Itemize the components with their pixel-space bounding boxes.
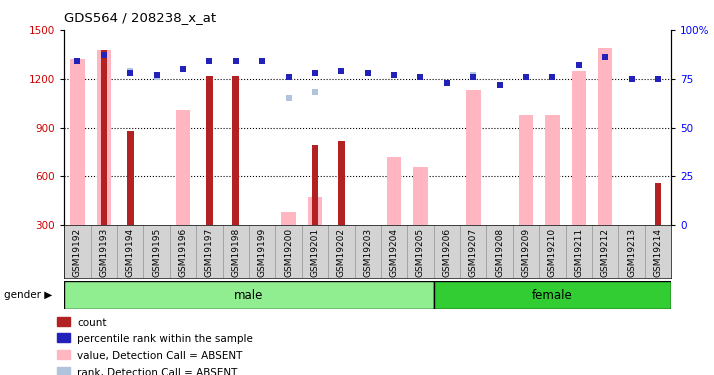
Point [283,74,294,80]
Bar [338,141,345,225]
Bar [413,166,428,225]
Bar [57,366,70,375]
Text: female: female [532,289,573,302]
Bar [308,197,322,225]
Bar [466,90,481,225]
Point [547,74,558,80]
Text: GSM19201: GSM19201 [311,228,319,277]
Text: GSM19213: GSM19213 [627,228,636,277]
Text: GSM19199: GSM19199 [258,228,266,277]
Bar [101,50,107,225]
Text: GDS564 / 208238_x_at: GDS564 / 208238_x_at [64,11,216,24]
Text: GSM19210: GSM19210 [548,228,557,277]
Point [309,89,321,95]
Point [626,76,638,82]
Bar [281,212,296,225]
Text: percentile rank within the sample: percentile rank within the sample [77,334,253,344]
Point [124,70,136,76]
Point [283,95,294,101]
Text: value, Detection Call = ABSENT: value, Detection Call = ABSENT [77,351,243,361]
Point [653,76,664,82]
Point [177,66,188,72]
Point [573,62,585,68]
Point [468,72,479,78]
Bar [64,281,433,309]
Point [177,66,188,72]
Point [441,80,453,86]
Bar [655,183,661,225]
Text: GSM19192: GSM19192 [73,228,82,277]
Text: GSM19193: GSM19193 [99,228,109,277]
Text: GSM19194: GSM19194 [126,228,135,277]
Text: GSM19200: GSM19200 [284,228,293,277]
Text: rank, Detection Call = ABSENT: rank, Detection Call = ABSENT [77,368,238,375]
Text: GSM19205: GSM19205 [416,228,425,277]
Point [468,74,479,80]
Point [362,70,373,76]
Text: GSM19207: GSM19207 [469,228,478,277]
Point [230,58,241,64]
Bar [545,114,560,225]
Bar [206,76,213,225]
Point [336,68,347,74]
Text: GSM19196: GSM19196 [178,228,188,277]
Text: GSM19203: GSM19203 [363,228,372,277]
Bar [519,114,533,225]
Text: GSM19214: GSM19214 [653,228,663,277]
Text: GSM19206: GSM19206 [443,228,451,277]
Text: GSM19212: GSM19212 [600,228,610,277]
Text: GSM19195: GSM19195 [152,228,161,277]
Bar [311,146,318,225]
Bar [233,76,239,225]
Text: gender ▶: gender ▶ [4,290,52,300]
Point [98,53,109,58]
Point [573,62,585,68]
Point [203,58,215,64]
Bar [176,110,190,225]
Point [124,68,136,74]
Text: GSM19198: GSM19198 [231,228,241,277]
Point [388,72,400,78]
Point [71,58,83,64]
Text: male: male [234,289,263,302]
Bar [387,157,401,225]
Bar [571,70,586,225]
Point [151,74,162,80]
Text: GSM19204: GSM19204 [390,228,398,277]
Bar [433,281,671,309]
Text: count: count [77,318,106,328]
Bar [598,48,613,225]
Bar [127,131,134,225]
Text: GSM19197: GSM19197 [205,228,214,277]
Bar [57,333,70,342]
Bar [70,59,85,225]
Point [415,74,426,80]
Point [521,74,532,80]
Point [309,70,321,76]
Text: GSM19208: GSM19208 [495,228,504,277]
Bar [57,350,70,359]
Text: GSM19211: GSM19211 [574,228,583,277]
Point [600,54,611,60]
Point [494,82,506,88]
Bar [96,50,111,225]
Bar [57,317,70,326]
Point [151,72,162,78]
Text: GSM19202: GSM19202 [337,228,346,277]
Point [256,58,268,64]
Text: GSM19209: GSM19209 [521,228,531,277]
